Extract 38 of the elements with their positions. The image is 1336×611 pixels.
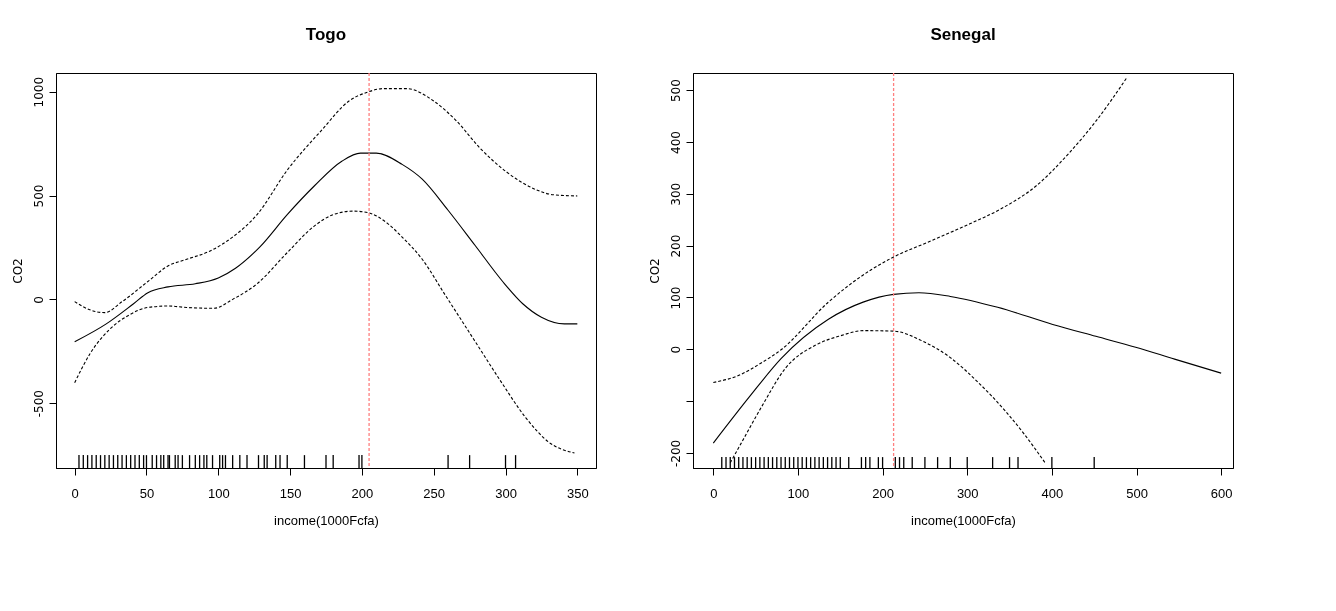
x-tick-label: 0 <box>710 485 718 501</box>
x-tick-label: 300 <box>956 485 979 501</box>
line-series <box>712 76 1128 384</box>
x-tick-label: 400 <box>1041 485 1064 501</box>
line-series <box>74 210 576 454</box>
line-series <box>729 330 1046 464</box>
y-tick-label: -500 <box>31 390 46 418</box>
line-series <box>712 292 1222 444</box>
y-tick-label: 0 <box>31 296 46 304</box>
line-series <box>74 88 578 314</box>
x-tick-label: 100 <box>787 485 810 501</box>
y-tick-label: 1000 <box>31 76 46 108</box>
y-axis-title: CO2 <box>647 258 662 284</box>
x-tick-label: 300 <box>495 485 517 501</box>
x-tick-label: 350 <box>566 485 589 501</box>
x-tick-label: 100 <box>207 485 230 501</box>
x-tick-label: 150 <box>279 485 302 501</box>
y-tick-label: 300 <box>668 182 683 206</box>
x-tick-label: 250 <box>423 485 446 501</box>
y-tick-label: 0 <box>668 345 683 354</box>
x-axis-title: income(1000Fcfa) <box>274 512 379 528</box>
x-tick-label: 200 <box>351 485 374 501</box>
y-tick-label: -200 <box>668 439 683 468</box>
y-tick-label: 200 <box>668 234 683 258</box>
chart-title: Senegal <box>930 25 996 45</box>
x-tick-label: 600 <box>1210 485 1233 501</box>
x-axis-title: income(1000Fcfa) <box>911 512 1016 528</box>
y-tick-label: 500 <box>668 79 683 103</box>
x-tick-label: 200 <box>872 485 894 501</box>
x-tick-label: 500 <box>1126 485 1148 501</box>
x-tick-label: 0 <box>71 485 79 501</box>
y-tick-label: 100 <box>668 286 683 310</box>
y-tick-label: 400 <box>668 130 683 154</box>
line-series <box>74 152 578 343</box>
y-tick-label: 500 <box>31 184 46 208</box>
y-axis-title: CO2 <box>10 258 25 284</box>
x-tick-label: 50 <box>139 485 155 501</box>
chart-title: Togo <box>305 25 347 45</box>
